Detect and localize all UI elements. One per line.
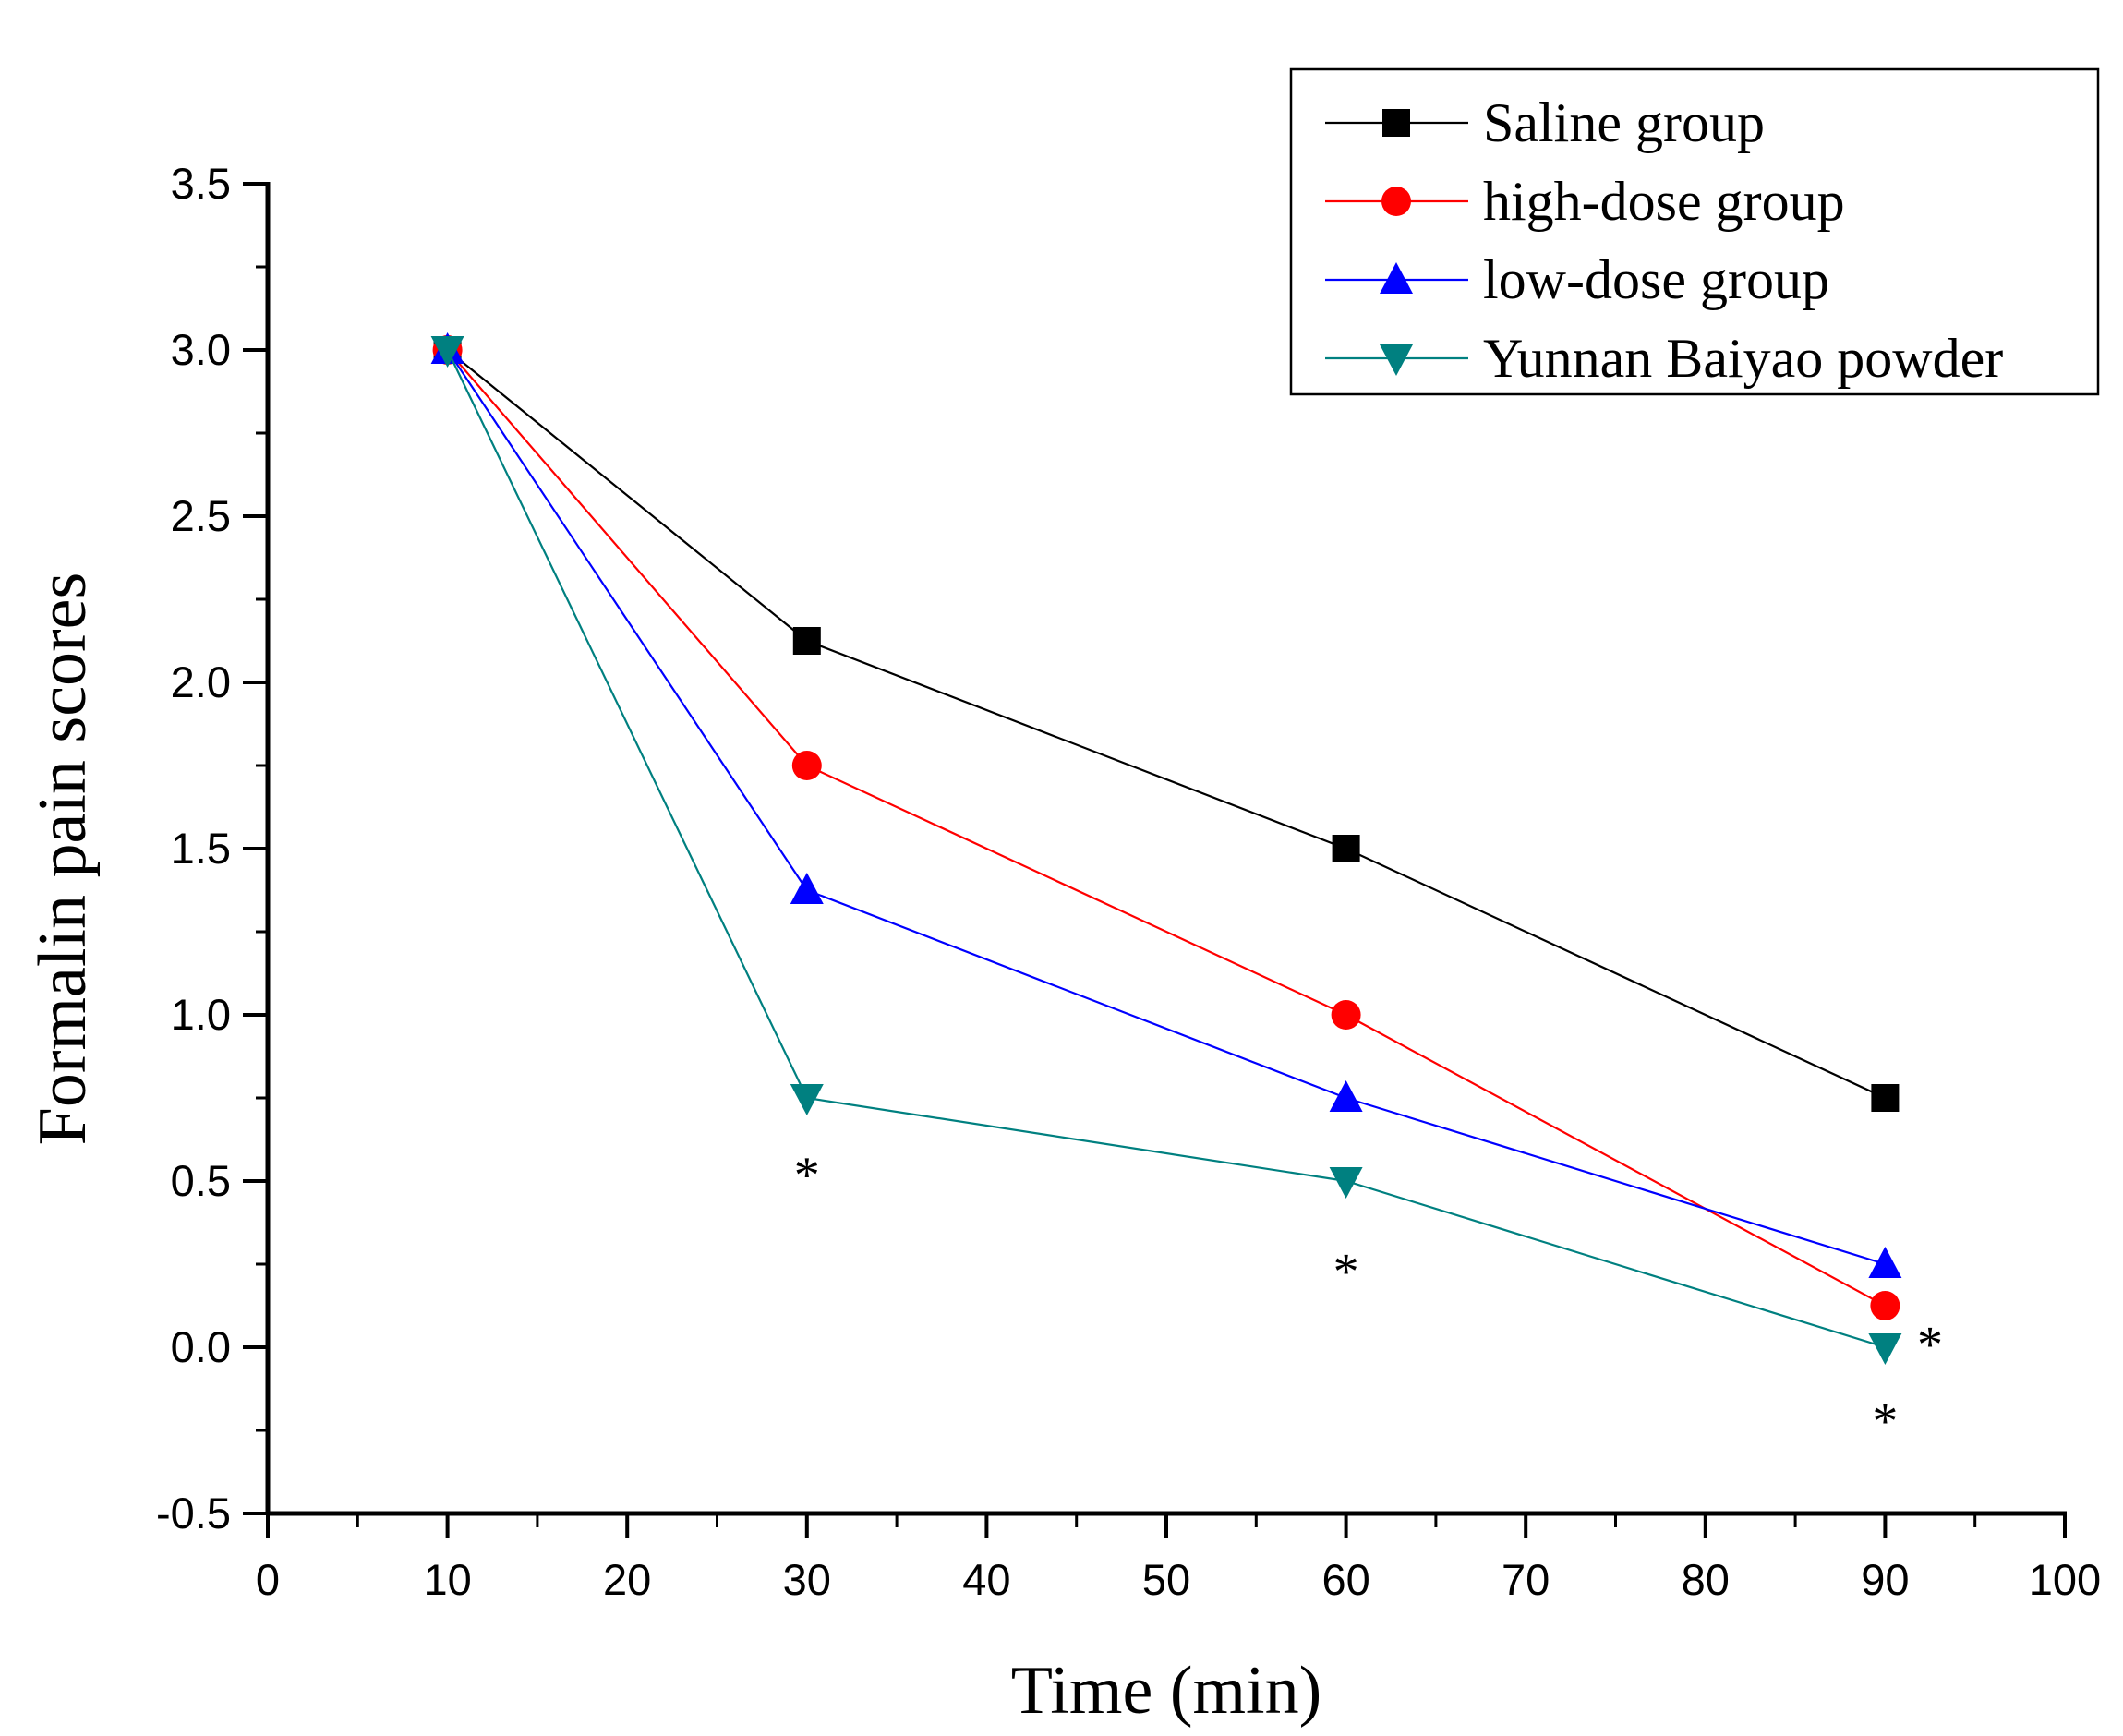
significance-asterisk: * [1917, 1317, 1943, 1374]
legend-item: low-dose group [1325, 249, 1829, 310]
significance-asterisk: * [794, 1147, 820, 1204]
series-line [446, 349, 1886, 1266]
series-high-dose-group [432, 335, 1900, 1320]
data-point [791, 751, 822, 780]
data-point [430, 336, 464, 368]
y-tick-label: 2.0 [171, 657, 231, 706]
series-group [430, 332, 1902, 1365]
series-line [446, 349, 1886, 1307]
data-point [790, 873, 824, 904]
legend-label: high-dose group [1483, 171, 1845, 232]
legend-marker [1381, 187, 1411, 216]
legend-marker [1380, 344, 1413, 376]
legend: Saline group high-dose group low-dose grou… [1289, 67, 2100, 396]
series-low-dose-group [430, 332, 1902, 1278]
x-tick-label: 20 [603, 1555, 651, 1604]
series-saline-group [433, 336, 1900, 1112]
annotations: * * * * [794, 1147, 1943, 1450]
x-tick-label: 0 [256, 1555, 280, 1604]
legend-marker [1382, 109, 1410, 137]
x-tick-label: 40 [962, 1555, 1010, 1604]
x-tick-label: 80 [1682, 1555, 1730, 1604]
y-tick-label: 3.0 [171, 325, 231, 374]
data-point [1871, 1084, 1900, 1112]
x-tick-label: 70 [1502, 1555, 1550, 1604]
y-tick-label: 1.5 [171, 824, 231, 873]
legend-label: Yunnan Baiyao powder [1483, 328, 2003, 389]
x-tick-label: 100 [2029, 1555, 2101, 1604]
y-tick-label: 0.0 [171, 1322, 231, 1371]
legend-marker [1380, 262, 1413, 294]
series-yunnan-baiyao-powder [430, 336, 1902, 1365]
significance-asterisk: * [1333, 1243, 1359, 1300]
data-point [1329, 1080, 1363, 1112]
legend-label: low-dose group [1483, 249, 1829, 310]
series-line [446, 349, 1886, 1099]
y-tick-label: 2.5 [171, 491, 231, 540]
data-point [792, 627, 821, 655]
data-point [1868, 1247, 1902, 1278]
y-tick-label: -0.5 [156, 1489, 231, 1537]
data-point [1332, 835, 1360, 862]
legend-item: high-dose group [1325, 171, 1845, 232]
x-tick-label: 30 [783, 1555, 831, 1604]
y-tick-label: 3.5 [171, 159, 231, 208]
x-tick-label: 50 [1142, 1555, 1190, 1604]
series-line [446, 349, 1886, 1349]
x-axis-title: Time (min) [1011, 1653, 1321, 1729]
legend-label: Saline group [1483, 92, 1765, 153]
data-point [1868, 1333, 1902, 1365]
data-point [1870, 1291, 1900, 1320]
x-tick-label: 60 [1321, 1555, 1369, 1604]
data-point [1331, 1000, 1361, 1030]
significance-asterisk: * [1872, 1392, 1898, 1450]
y-tick-label: 1.0 [171, 990, 231, 1039]
y-tick-label: 0.5 [171, 1156, 231, 1205]
x-tick-label: 10 [423, 1555, 471, 1604]
y-axis-title: Formalin pain scores [25, 573, 101, 1146]
data-point [1329, 1167, 1363, 1199]
legend-item: Saline group [1325, 92, 1765, 153]
x-tick-label: 90 [1861, 1555, 1909, 1604]
axes: 0 10 20 30 40 50 60 70 80 90 100 -0.5 0.0 0.5 1.0 1.5 2.… [156, 159, 2101, 1604]
legend-item: Yunnan Baiyao powder [1325, 328, 2003, 389]
data-point [790, 1084, 824, 1115]
